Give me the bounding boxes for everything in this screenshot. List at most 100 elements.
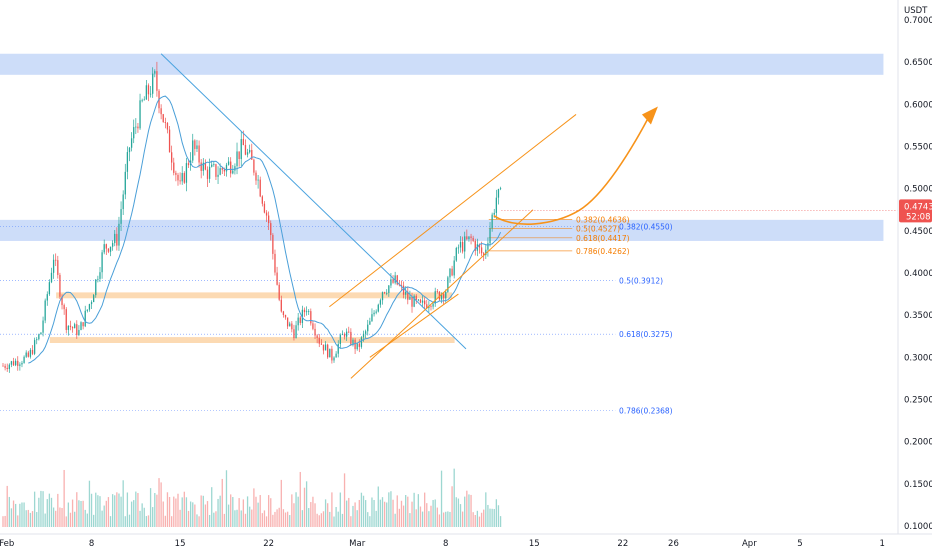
volume-bar-200 [424, 492, 426, 527]
candle-body-30 [65, 309, 67, 330]
candle-body-87 [185, 163, 188, 183]
volume-bar-35 [76, 492, 78, 527]
volume-bar-77 [164, 515, 166, 527]
candle-body-220 [466, 236, 468, 240]
fib-large-label-3: 0.786(0.2368) [619, 407, 673, 416]
volume-bar-176 [373, 500, 375, 527]
volume-bar-158 [335, 507, 337, 527]
current-price-value: 0.4743 [904, 202, 932, 212]
candle-body-129 [274, 253, 276, 273]
volume-bar-150 [318, 515, 320, 527]
volume-bar-31 [67, 502, 70, 527]
time-tick-3: 22 [263, 539, 274, 549]
volume-bar-231 [489, 508, 491, 527]
candle-body-197 [417, 299, 419, 301]
candle-body-45 [97, 278, 99, 280]
candle-body-94 [200, 162, 202, 171]
volume-bar-56 [120, 496, 122, 527]
volume-bar-156 [331, 492, 333, 527]
candle-body-179 [379, 300, 382, 305]
candle-body-152 [322, 344, 325, 351]
candle-body-69 [147, 85, 150, 95]
volume-bar-129 [274, 511, 276, 527]
price-tick-10: 0.2000 [904, 438, 932, 448]
candle-body-169 [358, 343, 360, 347]
volume-bar-88 [187, 510, 190, 527]
candle-body-25 [55, 259, 57, 261]
volume-bar-113 [240, 510, 242, 527]
volume-bar-32 [69, 512, 72, 527]
candle-body-61 [130, 138, 133, 148]
volume-bar-19 [42, 491, 44, 527]
candle-body-154 [327, 344, 329, 358]
candle-body-15 [33, 340, 36, 354]
candle-body-84 [179, 180, 181, 182]
candle-body-68 [145, 85, 148, 100]
candle-body-42 [90, 302, 93, 305]
candle-body-205 [434, 291, 436, 304]
volume-bar-49 [105, 500, 107, 527]
volume-bar-54 [116, 492, 118, 527]
volume-bar-33 [71, 499, 74, 527]
candle-body-114 [242, 139, 245, 146]
candle-body-55 [118, 223, 120, 246]
volume-bar-4 [10, 508, 13, 527]
volume-bar-147 [312, 496, 314, 527]
volume-bar-57 [122, 480, 124, 527]
volume-bar-154 [327, 503, 329, 527]
volume-bar-58 [124, 516, 126, 527]
candle-body-155 [329, 348, 331, 358]
candle-body-121 [257, 179, 259, 181]
volume-bar-90 [192, 502, 194, 527]
candle-body-44 [95, 279, 97, 296]
price-tick-2: 0.6000 [904, 100, 932, 110]
volume-bar-36 [78, 500, 80, 527]
volume-bar-105 [223, 513, 226, 527]
volume-bar-167 [354, 502, 356, 527]
volume-bar-182 [386, 502, 388, 527]
volume-bar-74 [158, 478, 160, 527]
volume-bar-34 [74, 511, 76, 527]
candle-body-38 [82, 322, 84, 327]
candle-body-135 [286, 317, 289, 327]
volume-bar-47 [101, 510, 103, 527]
candle-body-180 [381, 292, 384, 301]
volume-bar-146 [310, 502, 312, 527]
candle-body-177 [375, 311, 377, 313]
volume-bar-41 [88, 480, 91, 527]
price-tick-9: 0.2500 [904, 396, 932, 406]
volume-bar-87 [185, 497, 188, 527]
volume-bar-1 [4, 515, 6, 527]
candle-body-0 [2, 365, 4, 367]
candle-body-203 [430, 306, 432, 308]
candle-body-103 [219, 168, 221, 175]
support-zone [0, 219, 884, 241]
candle-body-163 [346, 331, 348, 337]
candle-body-71 [152, 73, 154, 94]
candle-body-222 [470, 236, 472, 238]
volume-bar-53 [114, 495, 116, 527]
volume-bar-26 [57, 493, 59, 527]
volume-bar-191 [405, 495, 407, 527]
candle-body-108 [230, 161, 232, 174]
candle-body-34 [74, 324, 76, 329]
price-tick-4: 0.5000 [904, 185, 932, 195]
volume-bar-18 [40, 490, 42, 527]
volume-bar-110 [234, 510, 236, 527]
volume-bar-199 [421, 511, 424, 527]
candle-body-65 [139, 100, 141, 129]
volume-bar-197 [417, 494, 419, 527]
candle-body-214 [453, 260, 455, 276]
candle-body-208 [440, 294, 443, 300]
candle-body-120 [255, 172, 257, 181]
candle-body-228 [483, 253, 485, 256]
volume-bar-225 [476, 510, 479, 527]
volume-bar-62 [133, 500, 135, 527]
candle-body-215 [455, 247, 457, 261]
candle-body-29 [63, 305, 65, 310]
current-price-tag: 0.4743 52:08 [899, 199, 932, 223]
volume-bar-40 [86, 513, 88, 527]
